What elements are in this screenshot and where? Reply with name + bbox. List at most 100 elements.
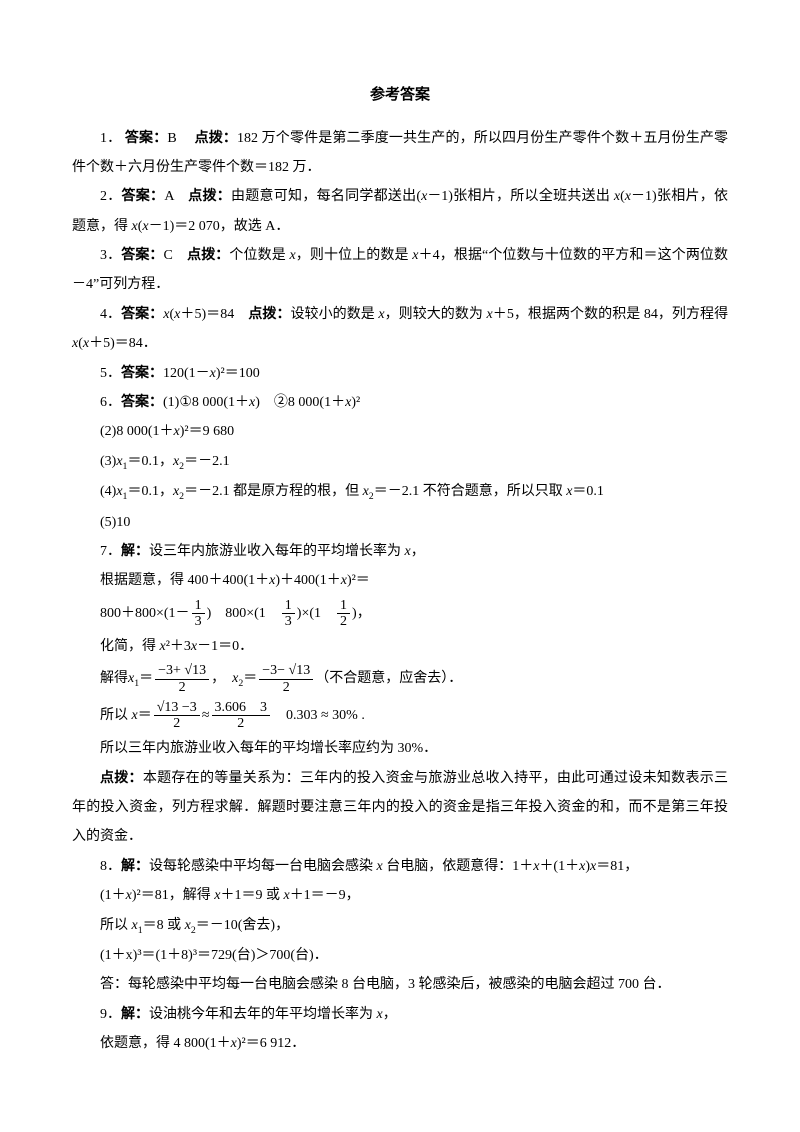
q3-prefix: 3． xyxy=(100,248,121,263)
q3-letter: C xyxy=(164,248,173,263)
answer-6-1: 6．答案：(1)①8 000(1＋x) ②8 000(1＋x)² xyxy=(72,388,728,417)
frac-x: √13 −32 xyxy=(154,700,200,732)
answer-7-2: 根据题意，得 400＋400(1＋x)＋400(1＋x)²＝ xyxy=(72,566,728,595)
t: )×(1 xyxy=(297,606,335,621)
t: (4) xyxy=(100,484,116,499)
answer-6-3: (3)x1＝0.1，x2＝－2.1 xyxy=(100,447,728,477)
t: 本题存在的等量关系为：三年内的投入资金与旅游业总收入持平，由此可通过设未知数表示… xyxy=(72,771,728,845)
ans-label: 答案： xyxy=(125,131,167,146)
t: 设每轮感染中平均每一台电脑会感染 xyxy=(149,859,377,874)
ans-label: 答案： xyxy=(121,366,163,381)
num: −3− √13 xyxy=(259,663,313,679)
t: ＝0.1， xyxy=(127,484,173,499)
frac-1-3: 13 xyxy=(282,598,295,630)
t: ，则十位上的数是 xyxy=(296,248,413,263)
t: ＝81， xyxy=(596,859,638,874)
den: 2 xyxy=(154,716,200,731)
ans-label: 答案： xyxy=(121,307,163,322)
answer-7-3: 800＋800×(1－13) 800×(1 13)×(1 12)， xyxy=(100,596,728,632)
page-title: 参考答案 xyxy=(72,80,728,112)
t: ＝8 或 xyxy=(143,918,185,933)
t: 0.303 ≈ 30% . xyxy=(272,708,365,723)
den: 3 xyxy=(282,614,295,629)
answer-9-1: 9．解：设油桃今年和去年的年平均增长率为 x， xyxy=(72,1000,728,1029)
t: ， xyxy=(211,671,218,686)
q7-prefix: 7． xyxy=(100,544,121,559)
t: ²＋3 xyxy=(166,639,191,654)
q1-prefix: 1． xyxy=(100,131,121,146)
t: 800＋800×(1－ xyxy=(100,606,190,621)
frac-1-2: 12 xyxy=(337,598,350,630)
t: (1＋ xyxy=(100,888,126,903)
answer-7-1: 7．解：设三年内旅游业收入每年的平均增长率为 x， xyxy=(72,537,728,566)
num: −3+ √13 xyxy=(155,663,209,679)
t: ＝－2.1 xyxy=(184,454,230,469)
t: ，则较大的数为 xyxy=(385,307,487,322)
q6-prefix: 6． xyxy=(100,395,121,410)
answer-7-hint: 点拨：本题存在的等量关系为：三年内的投入资金与旅游业总收入持平，由此可通过设未知… xyxy=(72,764,728,852)
t: 设较小的数是 xyxy=(291,307,379,322)
t: －1＝0． xyxy=(197,639,253,654)
num: 1 xyxy=(337,598,350,614)
t: ＝0.1， xyxy=(127,454,173,469)
t: (1)①8 000(1＋ xyxy=(163,395,249,410)
t: )²＝ xyxy=(347,573,370,588)
hint-label: 点拨： xyxy=(188,189,231,204)
answer-9-2: 依题意，得 4 800(1＋x)²＝6 912． xyxy=(72,1029,728,1058)
t: )²＝6 912． xyxy=(237,1036,305,1051)
t: ＋1＝9 或 xyxy=(220,888,283,903)
frac-sol2: −3− √132 xyxy=(259,663,313,695)
t: 设三年内旅游业收入每年的平均增长率为 xyxy=(149,544,405,559)
t: 根据题意，得 400＋400(1＋ xyxy=(100,573,269,588)
answer-5: 5．答案：120(1－x)²＝100 xyxy=(72,359,728,388)
num: 1 xyxy=(282,598,295,614)
t: ＝ xyxy=(243,671,257,686)
answer-4: 4．答案：x(x＋5)＝84 点拨：设较小的数是 x，则较大的数为 x＋5，根据… xyxy=(72,300,728,359)
frac-sol1: −3+ √132 xyxy=(155,663,209,695)
t: ＝ xyxy=(139,671,153,686)
q9-prefix: 9． xyxy=(100,1007,121,1022)
num: 3.606 3 xyxy=(212,700,271,716)
t: ＋5)＝84 xyxy=(180,307,234,322)
t: )²＝81，解得 xyxy=(132,888,214,903)
t: ＝－2.1 不符合题意，所以只取 xyxy=(374,484,567,499)
t: ＋1＝－9， xyxy=(290,888,360,903)
t: )²＝9 680 xyxy=(180,424,234,439)
frac-1-3: 13 xyxy=(192,598,205,630)
t: )²＝100 xyxy=(216,366,260,381)
t: 个位数是 xyxy=(229,248,289,263)
t: 依题意，得 4 800(1＋ xyxy=(100,1036,231,1051)
t: ＋(1＋ xyxy=(539,859,579,874)
answer-8-4: (1＋x)³＝(1＋8)³＝729(台)＞700(台)． xyxy=(72,941,728,970)
q5-prefix: 5． xyxy=(100,366,121,381)
answer-6-4: (4)x1＝0.1，x2＝－2.1 都是原方程的根，但 x2＝－2.1 不符合题… xyxy=(100,477,728,507)
t: (2)8 000(1＋ xyxy=(100,424,174,439)
t: ＋5)＝84． xyxy=(89,336,157,351)
sol-label: 解： xyxy=(121,1007,149,1022)
t: 所以 xyxy=(100,708,132,723)
t: 120(1－ xyxy=(163,366,210,381)
hint-label: 点拨： xyxy=(248,307,290,322)
t: )² xyxy=(351,395,360,410)
t: （不合题意，应舍去）． xyxy=(315,671,462,686)
den: 3 xyxy=(192,614,205,629)
answer-8-2: (1＋x)²＝81，解得 x＋1＝9 或 x＋1＝－9， xyxy=(72,881,728,910)
t: －1)＝2 070，故选 A． xyxy=(149,219,290,234)
answer-7-6: 所以 x＝√13 −32≈3.606 32 0.303 ≈ 30% . xyxy=(100,698,728,734)
q1-letter: B xyxy=(167,131,176,146)
answer-7-4: 化简，得 x²＋3x－1＝0． xyxy=(72,632,728,661)
t: )， xyxy=(352,606,371,621)
q8-prefix: 8． xyxy=(100,859,121,874)
answer-7-7: 所以三年内旅游业收入每年的平均增长率应约为 30%． xyxy=(72,734,728,763)
hint-label: 点拨： xyxy=(195,131,237,146)
sol-label: 解： xyxy=(121,859,149,874)
t: ＋5，根据两个数的积是 84，列方程得 xyxy=(493,307,728,322)
answer-1: 1． 答案：B 点拨：182 万个零件是第二季度一共生产的，所以四月份生产零件个… xyxy=(72,124,728,183)
q2-prefix: 2． xyxy=(100,189,122,204)
q4-prefix: 4． xyxy=(100,307,121,322)
q2-letter: A xyxy=(164,189,173,204)
hint-label: 点拨： xyxy=(100,771,143,786)
t: ) 800×(1 xyxy=(207,606,280,621)
den: 2 xyxy=(337,614,350,629)
t: 设油桃今年和去年的年平均增长率为 xyxy=(149,1007,377,1022)
